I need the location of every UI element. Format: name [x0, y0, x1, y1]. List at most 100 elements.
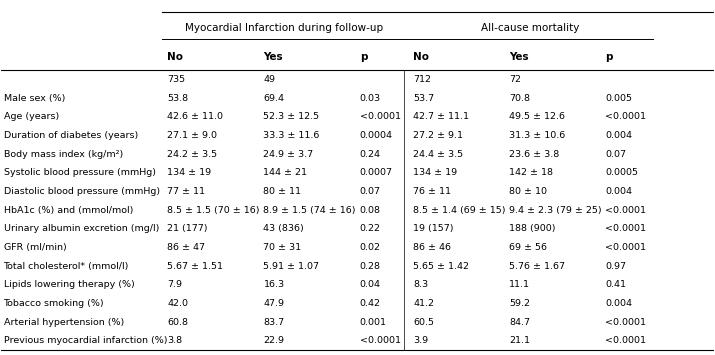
Text: Yes: Yes: [509, 52, 529, 62]
Text: 5.65 ± 1.42: 5.65 ± 1.42: [413, 262, 469, 271]
Text: 0.004: 0.004: [606, 131, 632, 140]
Text: 712: 712: [413, 75, 431, 84]
Text: 69.4: 69.4: [264, 94, 285, 103]
Text: 70.8: 70.8: [509, 94, 531, 103]
Text: 0.004: 0.004: [606, 299, 632, 308]
Text: <0.0001: <0.0001: [606, 243, 646, 252]
Text: 0.07: 0.07: [360, 187, 380, 196]
Text: 33.3 ± 11.6: 33.3 ± 11.6: [264, 131, 320, 140]
Text: 0.004: 0.004: [606, 187, 632, 196]
Text: 27.1 ± 9.0: 27.1 ± 9.0: [167, 131, 217, 140]
Text: Total cholesterol* (mmol/l): Total cholesterol* (mmol/l): [4, 262, 129, 271]
Text: 70 ± 31: 70 ± 31: [264, 243, 302, 252]
Text: 0.97: 0.97: [606, 262, 626, 271]
Text: 60.5: 60.5: [413, 318, 434, 327]
Text: GFR (ml/min): GFR (ml/min): [4, 243, 66, 252]
Text: 41.2: 41.2: [413, 299, 434, 308]
Text: 72: 72: [509, 75, 521, 84]
Text: <0.0001: <0.0001: [606, 224, 646, 233]
Text: <0.0001: <0.0001: [606, 206, 646, 214]
Text: 77 ± 11: 77 ± 11: [167, 187, 205, 196]
Text: 80 ± 11: 80 ± 11: [264, 187, 302, 196]
Text: 19 (157): 19 (157): [413, 224, 453, 233]
Text: 9.4 ± 2.3 (79 ± 25): 9.4 ± 2.3 (79 ± 25): [509, 206, 602, 214]
Text: 144 ± 21: 144 ± 21: [264, 168, 307, 177]
Text: 134 ± 19: 134 ± 19: [167, 168, 212, 177]
Text: 142 ± 18: 142 ± 18: [509, 168, 553, 177]
Text: Duration of diabetes (years): Duration of diabetes (years): [4, 131, 138, 140]
Text: Age (years): Age (years): [4, 112, 59, 121]
Text: Myocardial Infarction during follow-up: Myocardial Infarction during follow-up: [185, 23, 383, 33]
Text: 76 ± 11: 76 ± 11: [413, 187, 451, 196]
Text: Yes: Yes: [264, 52, 283, 62]
Text: <0.0001: <0.0001: [360, 112, 400, 121]
Text: 3.9: 3.9: [413, 336, 428, 345]
Text: 23.6 ± 3.8: 23.6 ± 3.8: [509, 149, 559, 159]
Text: 21 (177): 21 (177): [167, 224, 208, 233]
Text: 8.5 ± 1.5 (70 ± 16): 8.5 ± 1.5 (70 ± 16): [167, 206, 260, 214]
Text: 21.1: 21.1: [509, 336, 531, 345]
Text: 735: 735: [167, 75, 185, 84]
Text: 24.2 ± 3.5: 24.2 ± 3.5: [167, 149, 217, 159]
Text: 42.7 ± 11.1: 42.7 ± 11.1: [413, 112, 469, 121]
Text: 0.0005: 0.0005: [606, 168, 638, 177]
Text: Male sex (%): Male sex (%): [4, 94, 65, 103]
Text: 188 (900): 188 (900): [509, 224, 556, 233]
Text: 0.0004: 0.0004: [360, 131, 393, 140]
Text: Previous myocardial infarction (%): Previous myocardial infarction (%): [4, 336, 167, 345]
Text: 0.001: 0.001: [360, 318, 387, 327]
Text: 42.6 ± 11.0: 42.6 ± 11.0: [167, 112, 223, 121]
Text: 80 ± 10: 80 ± 10: [509, 187, 547, 196]
Text: 0.42: 0.42: [360, 299, 380, 308]
Text: 42.0: 42.0: [167, 299, 188, 308]
Text: 49.5 ± 12.6: 49.5 ± 12.6: [509, 112, 565, 121]
Text: 0.22: 0.22: [360, 224, 380, 233]
Text: 5.91 ± 1.07: 5.91 ± 1.07: [264, 262, 320, 271]
Text: <0.0001: <0.0001: [360, 336, 400, 345]
Text: 8.9 ± 1.5 (74 ± 16): 8.9 ± 1.5 (74 ± 16): [264, 206, 356, 214]
Text: 0.07: 0.07: [606, 149, 626, 159]
Text: No: No: [413, 52, 429, 62]
Text: 8.5 ± 1.4 (69 ± 15): 8.5 ± 1.4 (69 ± 15): [413, 206, 506, 214]
Text: 27.2 ± 9.1: 27.2 ± 9.1: [413, 131, 463, 140]
Text: 0.02: 0.02: [360, 243, 380, 252]
Text: 134 ± 19: 134 ± 19: [413, 168, 457, 177]
Text: 83.7: 83.7: [264, 318, 285, 327]
Text: HbA1c (%) and (mmol/mol): HbA1c (%) and (mmol/mol): [4, 206, 133, 214]
Text: 49: 49: [264, 75, 275, 84]
Text: p: p: [606, 52, 613, 62]
Text: No: No: [167, 52, 183, 62]
Text: 5.67 ± 1.51: 5.67 ± 1.51: [167, 262, 223, 271]
Text: 0.08: 0.08: [360, 206, 380, 214]
Text: 0.005: 0.005: [606, 94, 632, 103]
Text: Diastolic blood pressure (mmHg): Diastolic blood pressure (mmHg): [4, 187, 159, 196]
Text: 3.8: 3.8: [167, 336, 182, 345]
Text: 86 ± 46: 86 ± 46: [413, 243, 451, 252]
Text: 0.41: 0.41: [606, 280, 626, 289]
Text: 11.1: 11.1: [509, 280, 531, 289]
Text: 43 (836): 43 (836): [264, 224, 305, 233]
Text: All-cause mortality: All-cause mortality: [481, 23, 579, 33]
Text: 69 ± 56: 69 ± 56: [509, 243, 547, 252]
Text: 8.3: 8.3: [413, 280, 428, 289]
Text: 5.76 ± 1.67: 5.76 ± 1.67: [509, 262, 565, 271]
Text: 84.7: 84.7: [509, 318, 531, 327]
Text: Body mass index (kg/m²): Body mass index (kg/m²): [4, 149, 123, 159]
Text: 0.03: 0.03: [360, 94, 381, 103]
Text: 24.4 ± 3.5: 24.4 ± 3.5: [413, 149, 463, 159]
Text: 53.7: 53.7: [413, 94, 434, 103]
Text: 31.3 ± 10.6: 31.3 ± 10.6: [509, 131, 566, 140]
Text: Systolic blood pressure (mmHg): Systolic blood pressure (mmHg): [4, 168, 156, 177]
Text: 16.3: 16.3: [264, 280, 285, 289]
Text: p: p: [360, 52, 367, 62]
Text: 24.9 ± 3.7: 24.9 ± 3.7: [264, 149, 314, 159]
Text: 7.9: 7.9: [167, 280, 182, 289]
Text: 52.3 ± 12.5: 52.3 ± 12.5: [264, 112, 320, 121]
Text: 60.8: 60.8: [167, 318, 188, 327]
Text: 59.2: 59.2: [509, 299, 531, 308]
Text: Arterial hypertension (%): Arterial hypertension (%): [4, 318, 124, 327]
Text: 0.24: 0.24: [360, 149, 380, 159]
Text: Urinary albumin excretion (mg/l): Urinary albumin excretion (mg/l): [4, 224, 159, 233]
Text: 0.0007: 0.0007: [360, 168, 393, 177]
Text: 47.9: 47.9: [264, 299, 285, 308]
